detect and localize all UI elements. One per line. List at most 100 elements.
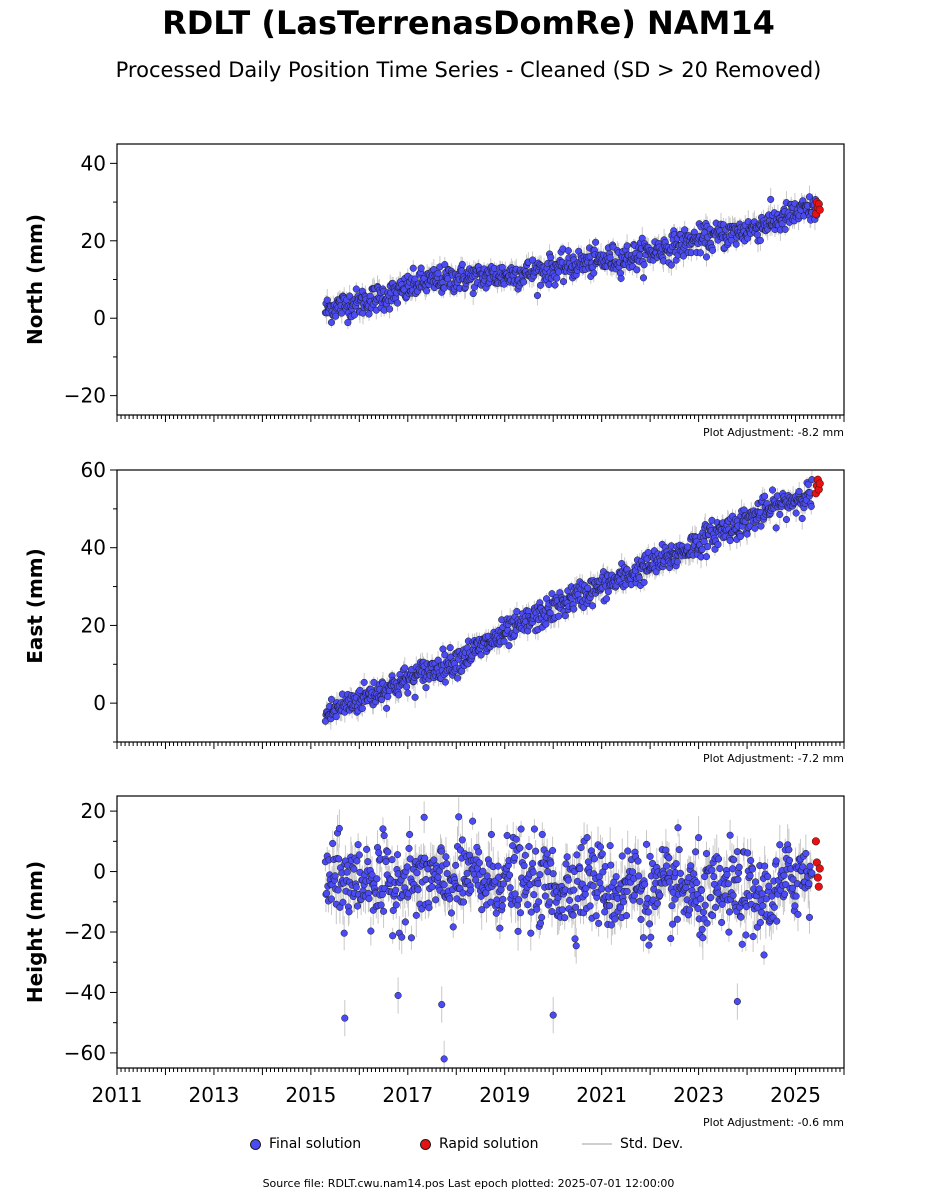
final-point (563, 853, 571, 861)
final-point (619, 898, 628, 906)
final-point (515, 896, 523, 904)
final-point (704, 543, 712, 551)
final-point (446, 895, 454, 903)
y-tick-label: −20 (64, 384, 106, 408)
final-point (499, 880, 508, 888)
final-point (521, 851, 529, 859)
final-point (561, 914, 569, 922)
final-point (432, 896, 440, 904)
final-point (635, 872, 643, 880)
final-point (350, 865, 358, 873)
final-point (598, 850, 606, 858)
final-point (532, 847, 540, 855)
final-point (543, 850, 551, 858)
plot-frame (116, 469, 845, 743)
final-point (629, 868, 637, 876)
final-point (561, 612, 569, 620)
final-point (590, 855, 598, 863)
final-point (401, 664, 409, 672)
final-point (607, 921, 615, 929)
plot-adjustment: Plot Adjustment: -8.2 mm (703, 426, 844, 439)
final-point (395, 691, 403, 699)
final-point (635, 574, 643, 582)
final-point (533, 905, 541, 913)
final-point (412, 911, 420, 919)
final-point (440, 881, 448, 889)
final-point (350, 311, 359, 319)
final-point (577, 843, 585, 852)
final-point (373, 875, 381, 883)
final-point (589, 602, 597, 610)
chart-title: RDLT (LasTerrenasDomRe) NAM14 (162, 4, 775, 42)
final-point (334, 886, 342, 894)
y-tick-label: 20 (81, 613, 106, 637)
final-point (549, 846, 557, 855)
final-point (339, 898, 347, 906)
final-point (352, 285, 360, 293)
final-point (535, 898, 543, 906)
final-point (401, 918, 409, 926)
final-point (386, 305, 394, 313)
plot-adjustment: Plot Adjustment: -7.2 mm (703, 752, 844, 765)
final-point (494, 862, 502, 870)
final-point (417, 264, 425, 272)
final-point (438, 847, 446, 855)
final-point (483, 872, 491, 880)
final-point (640, 261, 648, 269)
y-tick-label: 0 (93, 306, 106, 330)
final-point (512, 835, 520, 843)
final-point (644, 908, 652, 916)
final-point (570, 605, 578, 613)
final-point (596, 879, 604, 887)
final-point (459, 889, 467, 897)
final-point (529, 868, 537, 876)
final-point (611, 915, 619, 923)
final-point (505, 642, 513, 650)
final-point (757, 522, 765, 530)
final-point (434, 269, 442, 277)
final-point (511, 890, 519, 898)
chart-subtitle: Processed Daily Position Time Series - C… (115, 58, 822, 82)
final-point (421, 854, 429, 862)
final-point (547, 859, 555, 867)
final-point (506, 884, 514, 892)
final-point (365, 895, 373, 903)
final-point (463, 869, 471, 877)
final-point (389, 932, 397, 940)
final-point (475, 848, 483, 856)
final-point (340, 929, 348, 937)
final-point (442, 853, 450, 861)
final-point (409, 264, 417, 272)
final-point (612, 873, 620, 881)
final-point (353, 902, 362, 910)
final-point (478, 906, 486, 914)
final-point (681, 226, 689, 234)
final-point (795, 487, 803, 495)
final-point (332, 312, 340, 320)
final-point (332, 713, 340, 721)
rapid-point (815, 205, 824, 214)
final-point (380, 907, 388, 915)
y-tick-label: 20 (81, 229, 106, 253)
final-point (558, 906, 566, 914)
final-point (382, 858, 390, 866)
final-point (553, 274, 561, 282)
final-point (487, 830, 495, 839)
final-point (576, 865, 584, 873)
final-point (582, 884, 590, 892)
final-point (732, 240, 740, 248)
final-point (352, 883, 360, 891)
final-point (354, 841, 362, 849)
final-point (510, 854, 518, 862)
final-point (804, 480, 812, 488)
final-point (533, 291, 541, 300)
final-point (598, 885, 606, 893)
final-point (516, 909, 525, 917)
final-point (700, 538, 708, 546)
final-point (781, 225, 789, 233)
final-point (375, 849, 383, 857)
final-point (422, 684, 430, 692)
final-point (667, 261, 675, 269)
plot-area (321, 470, 824, 730)
